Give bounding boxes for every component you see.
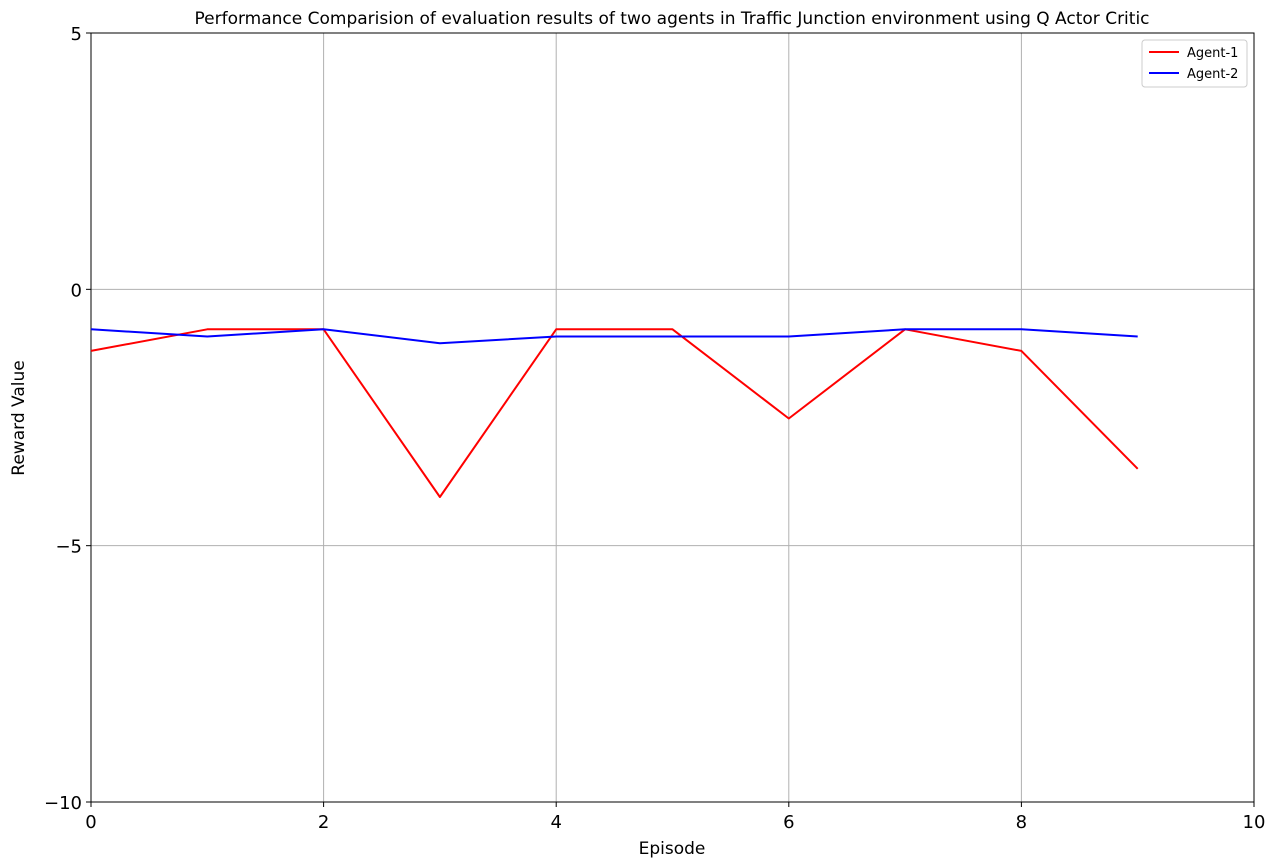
legend: Agent-1 Agent-2 [1141, 39, 1248, 88]
plot-area-frame [90, 32, 1255, 803]
x-tick-label-5: 10 [1243, 812, 1266, 833]
legend-label-agent-1: Agent-1 [1187, 46, 1238, 61]
x-tick-label-4: 8 [1016, 812, 1027, 833]
x-tick-label-2: 4 [550, 812, 561, 833]
x-tick-label-0: 0 [85, 812, 96, 833]
series-line-agent-2 [90, 328, 1138, 345]
x-axis: 0 2 4 6 8 10 [85, 802, 1265, 833]
x-axis-label: Episode [639, 839, 706, 859]
y-tick-label-2: −5 [55, 537, 82, 558]
chart-title: Performance Comparision of evaluation re… [194, 9, 1149, 29]
y-tick-label-3: −10 [44, 793, 82, 814]
y-axis: 5 0 −5 −10 [44, 24, 91, 814]
x-tick-label-3: 6 [783, 812, 794, 833]
x-tick-label-1: 2 [318, 812, 329, 833]
series-lines [90, 328, 1139, 498]
grid [90, 32, 1255, 803]
series-line-agent-1 [90, 328, 1139, 498]
y-axis-label: Reward Value [9, 360, 29, 475]
y-tick-label-0: 5 [71, 24, 82, 45]
y-tick-label-1: 0 [71, 280, 82, 301]
legend-label-agent-2: Agent-2 [1187, 67, 1238, 82]
